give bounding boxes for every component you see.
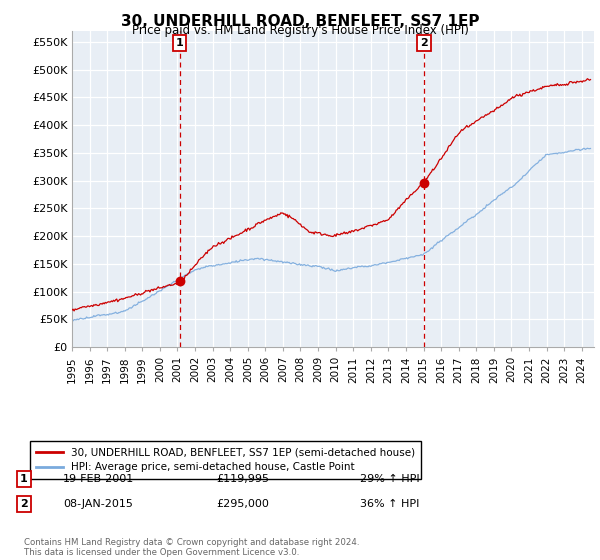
Text: 08-JAN-2015: 08-JAN-2015 xyxy=(63,499,133,509)
Text: 1: 1 xyxy=(20,474,28,484)
Text: Price paid vs. HM Land Registry's House Price Index (HPI): Price paid vs. HM Land Registry's House … xyxy=(131,24,469,37)
Text: £295,000: £295,000 xyxy=(216,499,269,509)
Text: 36% ↑ HPI: 36% ↑ HPI xyxy=(360,499,419,509)
Point xyxy=(175,276,185,285)
Text: Contains HM Land Registry data © Crown copyright and database right 2024.
This d: Contains HM Land Registry data © Crown c… xyxy=(24,538,359,557)
Text: 29% ↑ HPI: 29% ↑ HPI xyxy=(360,474,419,484)
Text: 30, UNDERHILL ROAD, BENFLEET, SS7 1EP: 30, UNDERHILL ROAD, BENFLEET, SS7 1EP xyxy=(121,14,479,29)
Point xyxy=(419,179,429,188)
Legend: 30, UNDERHILL ROAD, BENFLEET, SS7 1EP (semi-detached house), HPI: Average price,: 30, UNDERHILL ROAD, BENFLEET, SS7 1EP (s… xyxy=(30,441,421,479)
Text: 2: 2 xyxy=(20,499,28,509)
Text: 2: 2 xyxy=(420,38,428,48)
Text: 1: 1 xyxy=(176,38,184,48)
Text: 19-FEB-2001: 19-FEB-2001 xyxy=(63,474,134,484)
Text: £119,995: £119,995 xyxy=(216,474,269,484)
